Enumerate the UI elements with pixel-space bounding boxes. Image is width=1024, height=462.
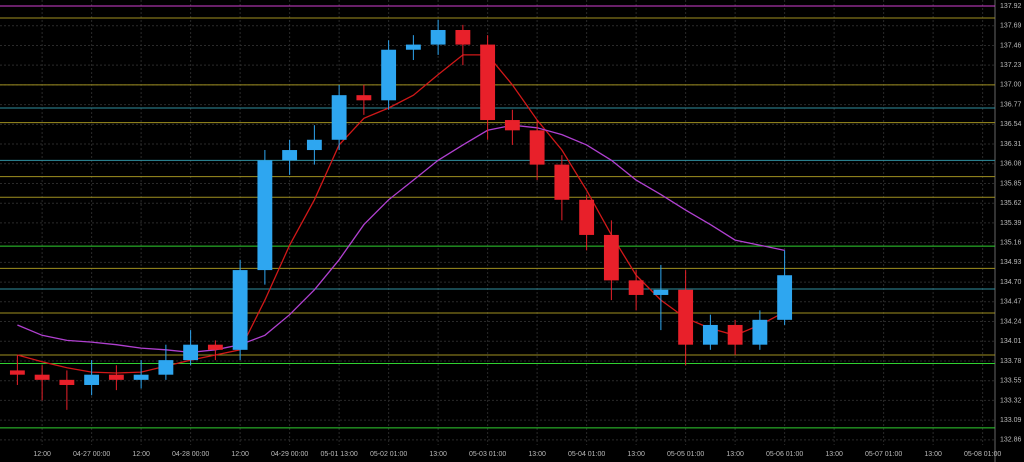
y-tick-label: 135.62 [1000, 200, 1022, 207]
y-tick-label: 133.55 [1000, 378, 1022, 385]
candle-body [381, 49, 397, 101]
candle-body [257, 160, 273, 271]
y-tick-label: 134.70 [1000, 279, 1022, 286]
y-tick-label: 137.46 [1000, 42, 1022, 49]
indicator-line [17, 54, 785, 374]
candle-body [628, 280, 644, 295]
candle-body [59, 379, 75, 385]
candle-body [282, 150, 298, 161]
y-tick-label: 134.93 [1000, 259, 1022, 266]
candle-body [306, 139, 322, 151]
y-tick-label: 134.01 [1000, 338, 1022, 345]
x-tick-label: 05-01 13:00 [320, 451, 357, 458]
candle-body [207, 344, 223, 350]
x-tick-label: 04-29 00:00 [271, 451, 308, 458]
candle-body [405, 44, 421, 50]
x-tick-label: 05-04 01:00 [568, 451, 605, 458]
candle-body [133, 374, 149, 380]
candle-body [678, 289, 694, 345]
candle-body [702, 324, 718, 345]
candle-body [603, 234, 619, 281]
y-tick-label: 137.00 [1000, 82, 1022, 89]
candle-body [554, 164, 570, 200]
y-tick-label: 137.23 [1000, 62, 1022, 69]
y-tick-label: 133.78 [1000, 358, 1022, 365]
y-tick-label: 136.08 [1000, 161, 1022, 168]
candle-body [752, 319, 768, 345]
indicator-line [17, 124, 785, 354]
x-tick-label: 13:00 [528, 451, 546, 458]
x-tick-label: 12:00 [132, 451, 150, 458]
x-tick-label: 05-08 01:00 [964, 451, 1001, 458]
x-tick-label: 04-28 00:00 [172, 451, 209, 458]
y-tick-label: 134.47 [1000, 299, 1022, 306]
x-tick-label: 12:00 [33, 451, 51, 458]
candle-body [777, 275, 793, 320]
x-tick-label: 05-03 01:00 [469, 451, 506, 458]
y-tick-label: 137.92 [1000, 3, 1022, 10]
candle-body [34, 374, 50, 380]
x-tick-label: 13:00 [825, 451, 843, 458]
y-tick-label: 136.77 [1000, 101, 1022, 108]
candle-body [430, 30, 446, 45]
candle-body [232, 270, 248, 350]
y-tick-label: 135.16 [1000, 239, 1022, 246]
y-tick-label: 132.86 [1000, 437, 1022, 444]
x-tick-label: 13:00 [429, 451, 447, 458]
y-tick-label: 134.24 [1000, 318, 1022, 325]
candle-body [183, 344, 199, 361]
y-tick-label: 136.54 [1000, 121, 1022, 128]
candle-body [727, 324, 743, 345]
y-tick-label: 136.31 [1000, 141, 1022, 148]
x-tick-label: 12:00 [231, 451, 249, 458]
x-tick-label: 13:00 [627, 451, 645, 458]
candle-body [9, 370, 25, 375]
x-tick-label: 13:00 [726, 451, 744, 458]
y-tick-label: 133.32 [1000, 397, 1022, 404]
candle-body [84, 374, 100, 385]
x-tick-label: 13:00 [924, 451, 942, 458]
x-tick-label: 05-05 01:00 [667, 451, 704, 458]
candle-body [504, 120, 520, 131]
y-tick-label: 135.85 [1000, 180, 1022, 187]
candle-body [480, 44, 496, 121]
x-tick-label: 05-07 01:00 [865, 451, 902, 458]
y-tick-label: 133.09 [1000, 417, 1022, 424]
candle-body [653, 289, 669, 295]
candle-body [356, 95, 372, 101]
x-tick-label: 04-27 00:00 [73, 451, 110, 458]
x-tick-label: 05-02 01:00 [370, 451, 407, 458]
x-tick-label: 05-06 01:00 [766, 451, 803, 458]
candle-body [158, 360, 174, 375]
y-tick-label: 135.39 [1000, 220, 1022, 227]
candle-body [529, 130, 545, 165]
candle-body [331, 95, 347, 140]
candle-body [108, 374, 124, 380]
candle-body [455, 30, 471, 45]
candle-body [579, 199, 595, 235]
y-tick-label: 137.69 [1000, 23, 1022, 30]
